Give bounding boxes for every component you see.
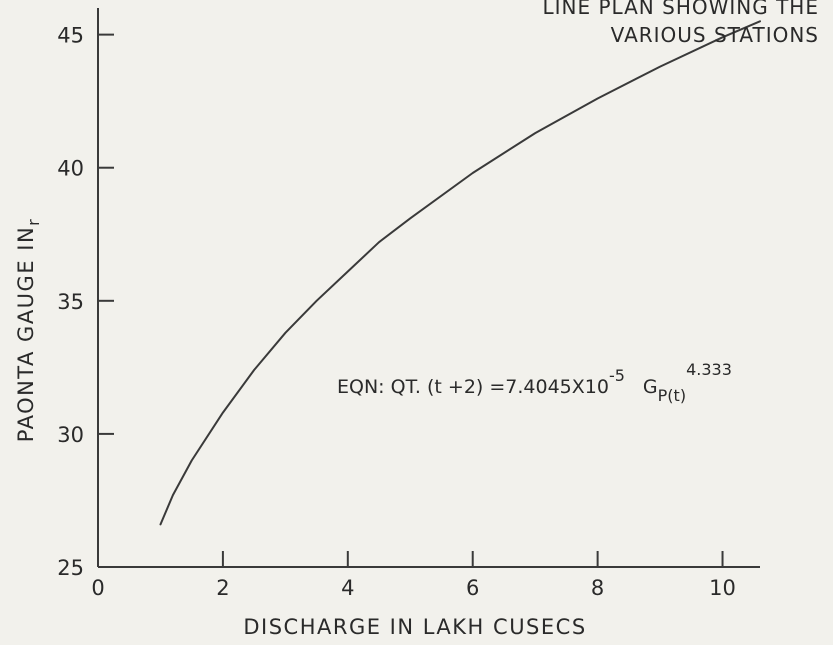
equation-subscript: P(t) (658, 386, 686, 405)
caption-line-2: VARIOUS STATIONS (611, 23, 819, 47)
equation-exponent: -5 (609, 366, 625, 385)
y-tick-label: 45 (57, 24, 84, 48)
svg-text:PAONTA GAUGE INr: PAONTA GAUGE INr (14, 218, 43, 443)
x-tick-label: 4 (341, 576, 354, 600)
y-tick-label: 25 (57, 556, 84, 580)
caption-line-1: LINE PLAN SHOWING THE (542, 0, 819, 19)
y-tick-label: 35 (57, 290, 84, 314)
x-tick-label: 10 (709, 576, 736, 600)
y-tick-label: 40 (57, 157, 84, 181)
equation-annotation: EQN: QT. (t +2) =7.4045X10-5 GP(t)4.333 (337, 360, 732, 405)
x-tick-label: 6 (466, 576, 479, 600)
x-tick-label: 8 (591, 576, 604, 600)
y-tick-label: 30 (57, 423, 84, 447)
equation-g: G (643, 376, 658, 398)
x-tick-label: 2 (216, 576, 229, 600)
x-axis-title: DISCHARGE IN LAKH CUSECS (243, 615, 586, 639)
y-axis-title: PAONTA GAUGE IN (14, 226, 38, 442)
y-axis-title-group: PAONTA GAUGE INr (14, 218, 43, 443)
series-line-1 (159, 20, 761, 526)
equation-power: 4.333 (686, 360, 732, 379)
equation-main: EQN: QT. (t +2) =7.4045X10 (337, 376, 609, 398)
y-axis-title-subscript: r (24, 218, 43, 226)
x-tick-label: 0 (91, 576, 104, 600)
